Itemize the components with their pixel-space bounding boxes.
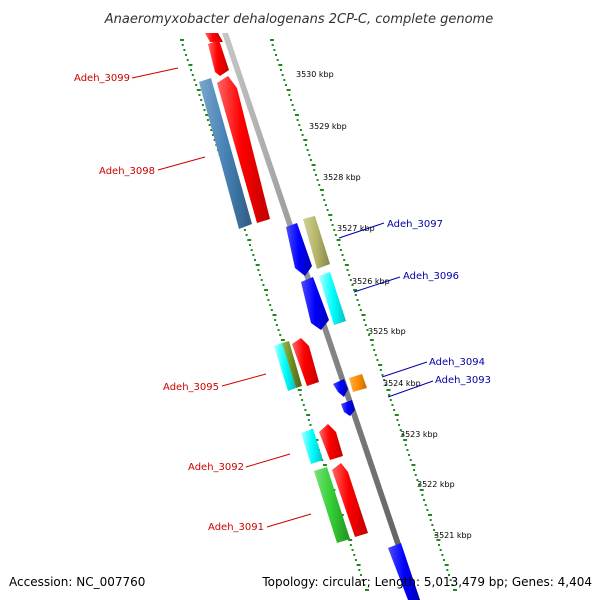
scale-label: 3526 kbp [352,277,390,286]
gene-arrow-adeh-3098-red [217,76,270,223]
gene-arrow-adeh-3093 [341,400,355,416]
gene-arrow-adeh-3095-red [292,338,319,386]
gene-arrow-upper-red [205,33,223,42]
gene-label-adeh-3099: Adeh_3099 [74,73,130,84]
gene-arrow-adeh-3091-green [314,467,350,543]
leader-line-adeh-3093 [387,380,434,398]
scale-label: 3529 kbp [309,122,347,131]
gene-label-adeh-3097: Adeh_3097 [387,219,443,230]
leader-line-adeh-3092 [245,453,291,468]
leader-line-adeh-3094 [381,361,428,378]
gene-arrow-adeh-3097-khaki [303,216,330,269]
genome-title: Anaeromyxobacter dehalogenans 2CP-C, com… [104,12,493,27]
gene-arrow-adeh-3096-cyan [319,272,346,325]
gene-arrow-adeh-3098-steel [199,78,252,229]
scale-label: 3522 kbp [417,480,455,489]
scale-label: 3527 kbp [337,224,375,233]
gene-arrow-adeh-3097-blue [286,223,312,276]
scale-labels: 3530 kbp 3529 kbp 3528 kbp 3527 kbp 3526… [296,70,472,540]
tick-track-right [270,39,457,591]
leader-lines [131,67,434,528]
gene-label-adeh-3093: Adeh_3093 [435,375,491,386]
leader-line-adeh-3091 [266,513,312,528]
gene-label-adeh-3098: Adeh_3098 [99,166,155,177]
gene-label-adeh-3094: Adeh_3094 [429,357,485,368]
gene-label-adeh-3095: Adeh_3095 [163,382,219,393]
scale-label: 3521 kbp [434,531,472,540]
leader-line-adeh-3099 [131,67,179,79]
leader-line-adeh-3096 [353,276,401,293]
gene-arrow-adeh-3092-red [319,424,343,460]
gene-label-adeh-3096: Adeh_3096 [403,271,459,282]
scale-label: 3525 kbp [368,327,406,336]
gene-arrow-lower-blue [388,543,420,600]
gene-arrow-adeh-3096-blue [301,277,329,330]
gene-labels: Adeh_3099 Adeh_3098 Adeh_3097 Adeh_3096 … [74,73,491,533]
gene-label-adeh-3091: Adeh_3091 [208,522,264,533]
gene-arrow-adeh-3091-red [332,463,368,537]
gene-arrow-adeh-3094-orange [349,374,367,392]
gene-arrow-adeh-3092-cyan [301,429,323,464]
genome-summary-text: Topology: circular; Length: 5,013,479 bp… [261,575,592,589]
scale-label: 3530 kbp [296,70,334,79]
leader-line-adeh-3097 [338,222,385,239]
leader-line-adeh-3098 [157,156,206,171]
gene-arrows [199,33,420,600]
gene-arrow-adeh-3095-cyan [274,343,296,391]
gene-arrow-adeh-3094-blue [333,379,348,397]
gene-arrow-adeh-3099 [208,40,229,76]
scale-label: 3528 kbp [323,173,361,182]
gene-arrow-adeh-3095-olive [282,341,302,388]
leader-line-adeh-3095 [221,373,267,387]
scale-label: 3524 kbp [383,379,421,388]
accession-text: Accession: NC_007760 [9,575,145,589]
gene-label-adeh-3092: Adeh_3092 [188,462,244,473]
scale-label: 3523 kbp [400,430,438,439]
